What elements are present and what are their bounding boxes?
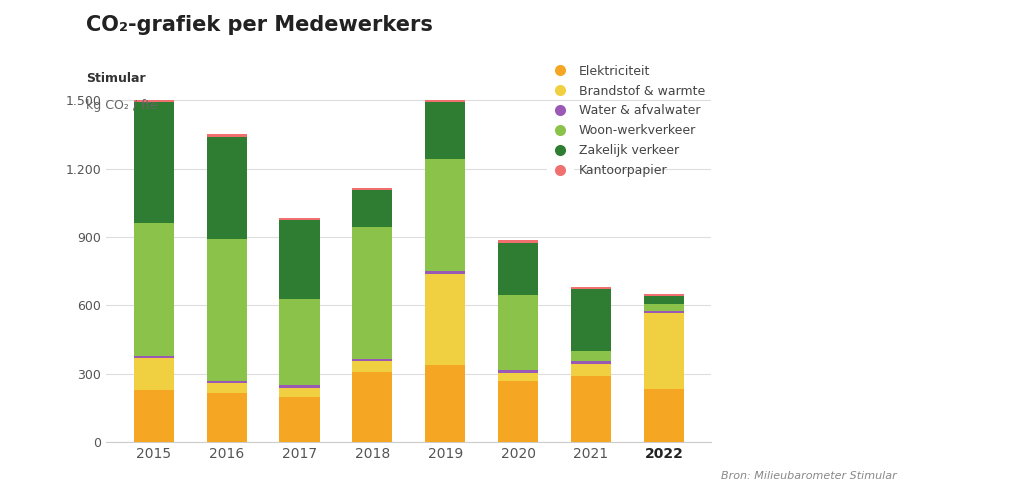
Bar [352, 227, 393, 359]
Bar [134, 103, 174, 223]
Bar [571, 351, 611, 361]
Bar [644, 305, 684, 311]
Bar [498, 381, 538, 442]
Bar [352, 372, 393, 442]
Bar [571, 287, 611, 290]
Bar [571, 376, 611, 442]
Bar [425, 273, 465, 365]
Bar [571, 290, 611, 351]
Bar [207, 137, 246, 239]
Bar [279, 385, 320, 387]
Bar [644, 296, 684, 305]
Bar [498, 295, 538, 371]
Bar [207, 239, 246, 381]
Bar [425, 365, 465, 442]
Bar [498, 372, 538, 381]
Bar [425, 103, 465, 160]
Bar [207, 134, 246, 137]
Bar [644, 389, 684, 442]
Bar [644, 311, 684, 313]
Bar [352, 361, 393, 372]
Bar [279, 299, 320, 385]
Bar [425, 160, 465, 271]
Bar [498, 243, 538, 295]
Legend: Elektriciteit, Brandstof & warmte, Water & afvalwater, Woon-werkverkeer, Zakelij: Elektriciteit, Brandstof & warmte, Water… [548, 64, 705, 177]
Bar [571, 364, 611, 376]
Bar [352, 359, 393, 361]
Bar [134, 223, 174, 356]
Text: CO₂-grafiek per Medewerkers: CO₂-grafiek per Medewerkers [86, 15, 433, 35]
Bar [207, 381, 246, 383]
Bar [644, 313, 684, 389]
Bar [207, 393, 246, 442]
Bar [425, 271, 465, 273]
Text: kg CO₂ / fte: kg CO₂ / fte [86, 99, 157, 112]
Bar [134, 356, 174, 358]
Bar [279, 220, 320, 299]
Bar [207, 383, 246, 393]
Bar [352, 190, 393, 227]
Text: Bron: Milieubarometer Stimular: Bron: Milieubarometer Stimular [721, 471, 897, 481]
Bar [134, 358, 174, 390]
Text: Stimular: Stimular [86, 72, 145, 85]
Bar [134, 390, 174, 442]
Bar [279, 218, 320, 220]
Bar [571, 361, 611, 364]
Bar [498, 371, 538, 372]
Bar [644, 294, 684, 296]
Bar [352, 188, 393, 190]
Bar [134, 100, 174, 103]
Bar [279, 397, 320, 442]
Bar [425, 100, 465, 103]
Bar [498, 241, 538, 243]
Bar [279, 387, 320, 397]
